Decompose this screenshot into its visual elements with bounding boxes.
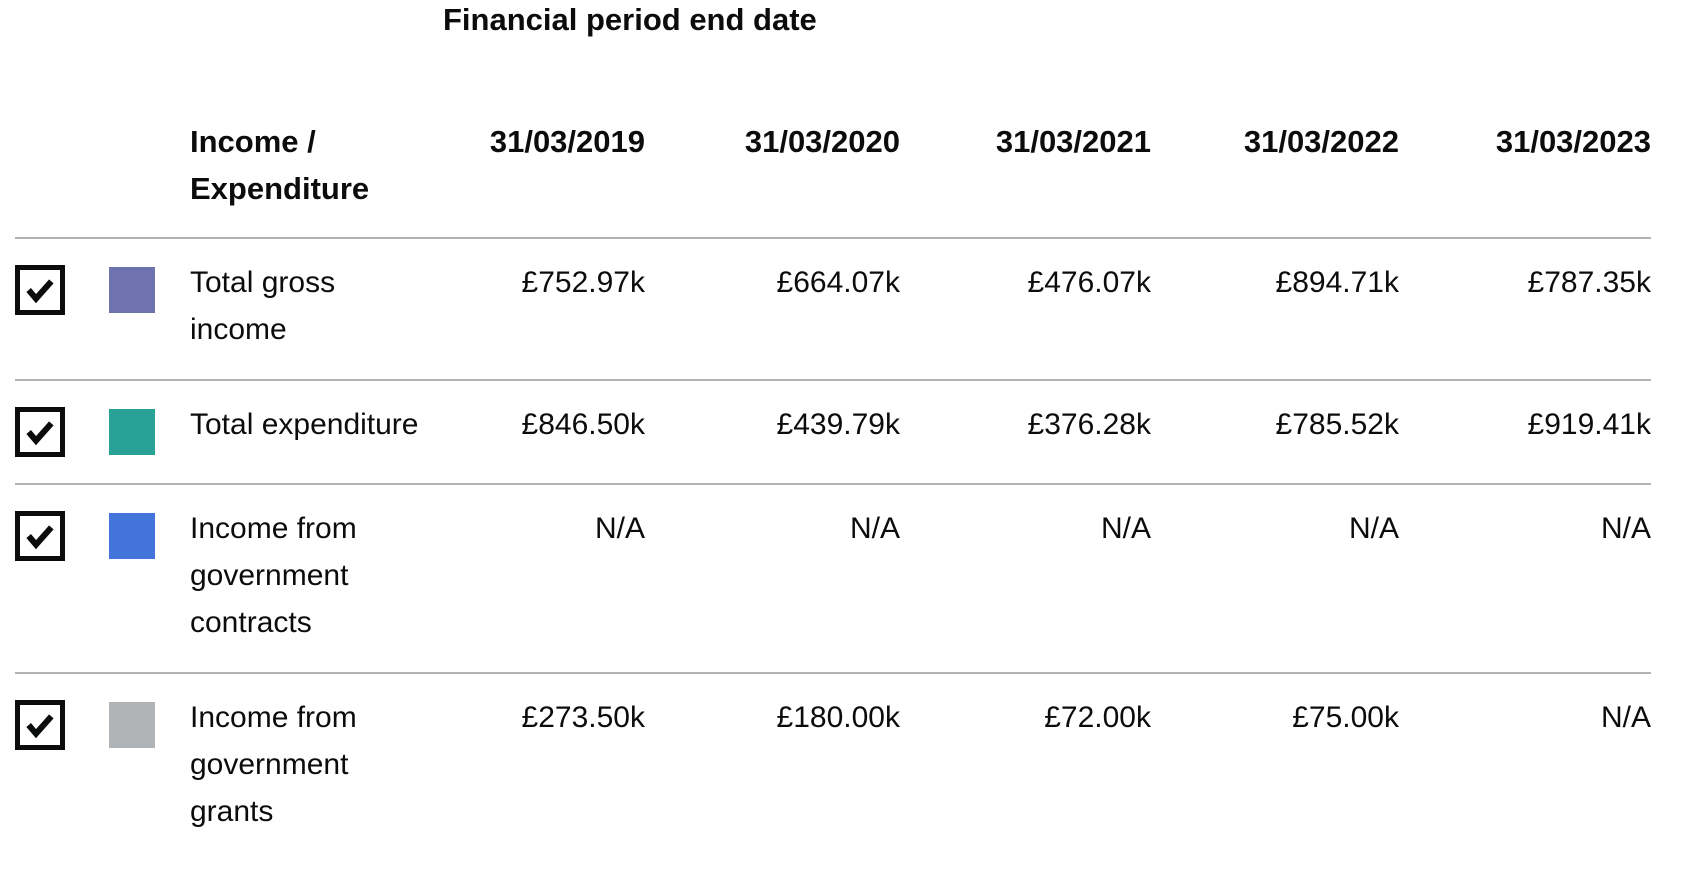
series-color-swatch	[109, 409, 155, 455]
checkbox-cell	[15, 505, 104, 646]
value-cell: £664.07k	[776, 266, 900, 299]
table-row: Total expenditure £846.50k £439.79k £376…	[15, 379, 1651, 483]
value-cell: N/A	[1600, 512, 1651, 545]
table-header-row: Income / Expenditure 31/03/2019 31/03/20…	[15, 118, 1651, 237]
value-cell: £476.07k	[1027, 266, 1151, 299]
column-header-date-2020: 31/03/2020	[744, 124, 900, 159]
column-header-income-expenditure: Income / Expenditure	[190, 124, 370, 206]
table-row: Total gross income £752.97k £664.07k £47…	[15, 237, 1651, 379]
value-cell: £180.00k	[776, 701, 900, 734]
value-cell: N/A	[594, 512, 645, 545]
header-spacer-swatch	[104, 118, 190, 212]
table-title: Financial period end date	[443, 2, 817, 37]
row-label: Total gross income	[190, 266, 336, 346]
swatch-cell	[104, 259, 190, 353]
value-cell: £72.00k	[1044, 701, 1151, 734]
row-checkbox[interactable]	[15, 407, 65, 457]
value-cell: £846.50k	[521, 408, 645, 441]
value-cell: £752.97k	[521, 266, 645, 299]
value-cell: N/A	[1100, 512, 1151, 545]
column-header-date-2022: 31/03/2022	[1243, 124, 1399, 159]
header-spacer-checkbox	[15, 118, 104, 212]
check-icon	[26, 421, 54, 446]
column-header-date-2019: 31/03/2019	[489, 124, 645, 159]
value-cell: N/A	[1600, 701, 1651, 734]
row-checkbox[interactable]	[15, 700, 65, 750]
value-cell: £919.41k	[1527, 408, 1651, 441]
value-cell: N/A	[1348, 512, 1399, 545]
series-color-swatch	[109, 702, 155, 748]
check-icon	[26, 279, 54, 304]
check-icon	[26, 525, 54, 550]
value-cell: £439.79k	[776, 408, 900, 441]
checkbox-cell	[15, 259, 104, 353]
column-header-date-2021: 31/03/2021	[995, 124, 1151, 159]
value-cell: N/A	[849, 512, 900, 545]
row-checkbox[interactable]	[15, 511, 65, 561]
series-color-swatch	[109, 267, 155, 313]
value-cell: £75.00k	[1292, 701, 1399, 734]
value-cell: £376.28k	[1027, 408, 1151, 441]
row-label: Income from government contracts	[190, 512, 357, 639]
row-label: Total expenditure	[190, 408, 419, 441]
value-cell: £787.35k	[1527, 266, 1651, 299]
column-header-date-2023: 31/03/2023	[1495, 124, 1651, 159]
series-color-swatch	[109, 513, 155, 559]
row-label: Income from government grants	[190, 701, 357, 828]
value-cell: £894.71k	[1275, 266, 1399, 299]
swatch-cell	[104, 694, 190, 835]
value-cell: £273.50k	[521, 701, 645, 734]
value-cell: £785.52k	[1275, 408, 1399, 441]
swatch-cell	[104, 401, 190, 457]
table-row: Income from government contracts N/A N/A…	[15, 483, 1651, 672]
row-checkbox[interactable]	[15, 265, 65, 315]
check-icon	[26, 714, 54, 739]
table-row: Income from government grants £273.50k £…	[15, 672, 1651, 861]
checkbox-cell	[15, 694, 104, 835]
checkbox-cell	[15, 401, 104, 457]
swatch-cell	[104, 505, 190, 646]
